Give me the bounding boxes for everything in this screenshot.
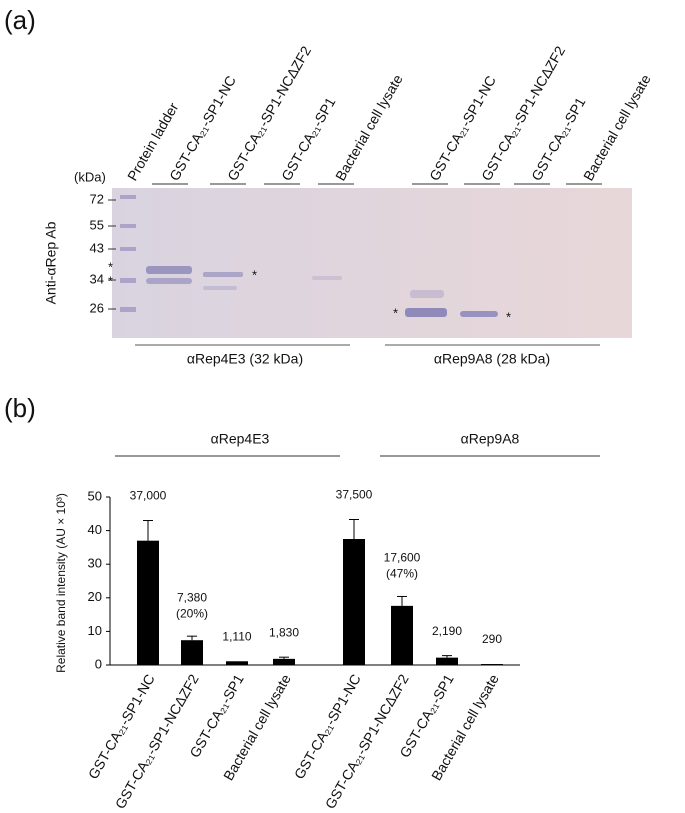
panel-label: (b) bbox=[4, 393, 36, 423]
value-label: 37,000 bbox=[130, 489, 167, 503]
group-label: αRep9A8 (28 kDa) bbox=[434, 351, 550, 367]
y-tick-label: 0 bbox=[95, 656, 102, 671]
lane-label: GST-CA₂₁-SP1 bbox=[278, 94, 339, 183]
y-tick-label: 40 bbox=[88, 522, 102, 537]
value-label: 17,600 bbox=[384, 551, 421, 565]
gel bbox=[112, 188, 632, 338]
asterisk: * bbox=[252, 267, 257, 282]
group-label: αRep9A8 bbox=[461, 431, 520, 447]
bar bbox=[481, 664, 503, 665]
marker-label: 72 bbox=[90, 191, 104, 206]
value-label: 290 bbox=[482, 632, 502, 646]
lane-label: Bacterial cell lysate bbox=[580, 71, 654, 183]
value-label: 1,830 bbox=[269, 625, 299, 639]
marker-label: 55 bbox=[90, 217, 104, 232]
bar bbox=[226, 661, 248, 665]
y-tick-label: 10 bbox=[88, 623, 102, 638]
asterisk: * bbox=[108, 259, 113, 274]
y-tick-label: 30 bbox=[88, 556, 102, 571]
lane-label: GST-CA₂₁-SP1 bbox=[528, 94, 589, 183]
x-tick-label: GST-CA₂₁-SP1-NCΔZF2 bbox=[112, 671, 202, 811]
bar bbox=[181, 640, 203, 665]
value-note: (20%) bbox=[176, 606, 208, 620]
value-label: 7,380 bbox=[177, 590, 207, 604]
y-axis-label: Anti-αRep Ab bbox=[43, 221, 59, 304]
y-tick-label: 20 bbox=[88, 589, 102, 604]
value-label: 1,110 bbox=[222, 629, 251, 643]
bar bbox=[436, 657, 458, 665]
gel-bands bbox=[120, 195, 498, 317]
asterisk: * bbox=[108, 273, 113, 288]
marker-label: 43 bbox=[90, 240, 104, 255]
unit-label: (kDa) bbox=[74, 169, 106, 184]
value-label: 2,190 bbox=[432, 624, 462, 638]
bar bbox=[391, 605, 413, 665]
asterisk: * bbox=[506, 309, 511, 324]
group-label: αRep4E3 (32 kDa) bbox=[187, 351, 303, 367]
group-label: αRep4E3 bbox=[211, 431, 270, 447]
bar bbox=[273, 658, 295, 665]
lane-label: Bacterial cell lysate bbox=[332, 71, 406, 183]
marker-label: 26 bbox=[90, 300, 104, 315]
bar bbox=[343, 539, 365, 665]
value-label: 37,500 bbox=[336, 488, 373, 502]
x-tick-label: GST-CA₂₁-SP1-NCΔZF2 bbox=[322, 671, 412, 811]
y-axis-label: Relative band intensity (AU × 10³) bbox=[54, 493, 68, 673]
marker-label: 34 bbox=[90, 271, 104, 286]
bar bbox=[137, 540, 159, 665]
panel-label: (a) bbox=[4, 5, 36, 35]
y-tick-label: 50 bbox=[88, 488, 102, 503]
value-note: (47%) bbox=[386, 567, 418, 581]
lane-label: GST-CA₂₁-SP1-NCΔZF2 bbox=[478, 43, 568, 183]
asterisk: * bbox=[393, 305, 398, 320]
